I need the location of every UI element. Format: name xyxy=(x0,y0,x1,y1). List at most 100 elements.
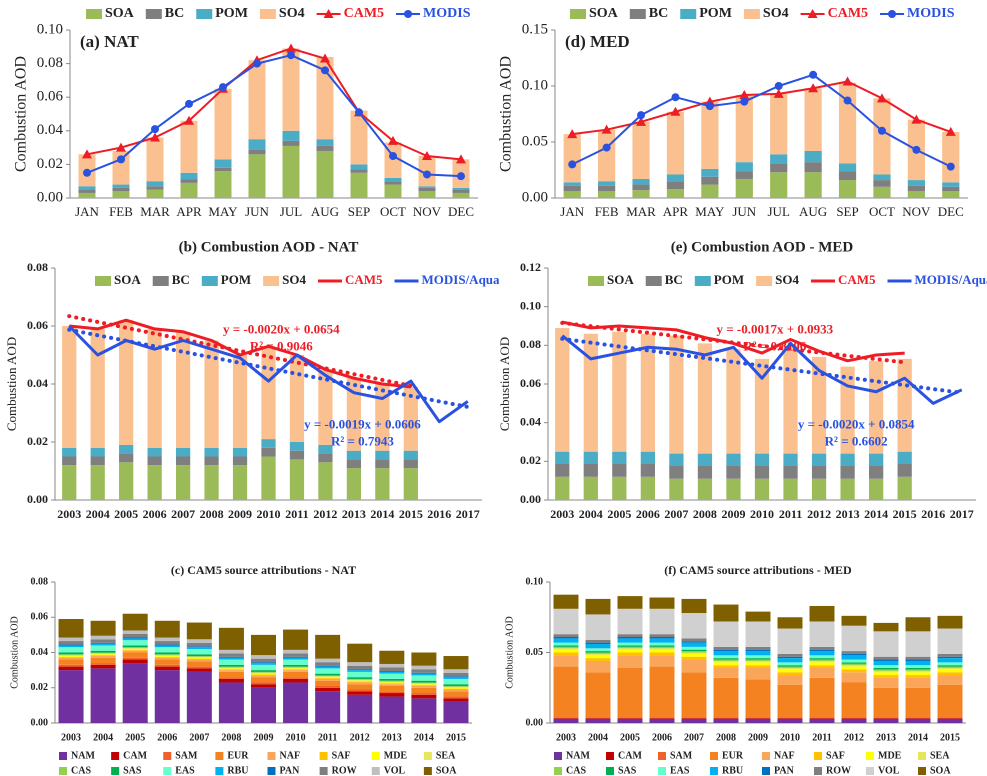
bar-segment xyxy=(350,164,368,170)
bar-segment xyxy=(873,98,891,175)
bar-segment xyxy=(937,615,963,629)
bar-segment xyxy=(146,181,164,187)
bar-segment xyxy=(154,670,180,723)
bar-segment xyxy=(873,675,899,678)
x-tick-label: 2016 xyxy=(921,507,945,521)
bar-segment xyxy=(347,677,373,679)
bar-segment xyxy=(681,598,707,614)
bar-segment xyxy=(681,641,707,643)
bar-segment xyxy=(289,450,305,460)
bar-segment xyxy=(585,614,611,640)
bar-segment xyxy=(649,638,675,643)
legend-label: BC xyxy=(649,6,668,21)
marker xyxy=(911,114,922,124)
bar-segment xyxy=(937,668,963,670)
legend-swatch xyxy=(866,752,874,760)
bar-segment xyxy=(649,718,675,723)
bar-segment xyxy=(315,675,341,677)
y-tick-label: 0.00 xyxy=(27,492,48,506)
bar-segment xyxy=(681,649,707,652)
bar-segment xyxy=(617,668,643,718)
marker xyxy=(568,160,577,169)
bar-segment xyxy=(937,665,963,667)
legend-marker xyxy=(323,9,334,18)
bar-segment xyxy=(315,680,341,686)
legend-swatch xyxy=(215,767,224,775)
bar-segment xyxy=(783,453,798,466)
bar-segment xyxy=(841,717,867,719)
trend-r2: R² = 0.6602 xyxy=(825,434,888,449)
legend-label: SAF xyxy=(826,750,845,761)
bar-segment xyxy=(112,191,130,198)
bar-segment xyxy=(905,660,931,666)
bar-segment xyxy=(379,685,405,692)
bar-segment xyxy=(804,172,822,198)
bar-segment xyxy=(841,625,867,652)
legend-label: SO4 xyxy=(763,6,789,21)
bar-segment xyxy=(681,718,707,723)
bar-segment xyxy=(649,645,675,647)
bar-segment xyxy=(873,670,899,673)
marker xyxy=(567,129,578,139)
x-tick-label: 2010 xyxy=(750,507,774,521)
legend-swatch xyxy=(554,767,562,775)
legend-label: SEA xyxy=(436,750,456,761)
bar-segment xyxy=(443,672,469,677)
x-tick-label: MAR xyxy=(140,204,170,219)
bar-segment xyxy=(937,718,963,719)
y-axis-label: Combustion AOD xyxy=(13,56,30,172)
bar-segment xyxy=(384,184,402,198)
bar-segment xyxy=(379,667,405,672)
bar-segment xyxy=(745,665,771,669)
x-tick-label: JUN xyxy=(245,204,269,219)
bar-segment xyxy=(315,673,341,676)
bar-segment xyxy=(697,453,713,466)
legend-label: SOA xyxy=(105,6,135,21)
x-tick-label: AUG xyxy=(799,204,827,219)
marker xyxy=(389,152,397,160)
line-series xyxy=(561,334,963,405)
x-tick-label: 2015 xyxy=(399,507,423,521)
legend-label: PAN xyxy=(280,765,301,776)
bar-segment xyxy=(112,187,130,192)
bar-segment xyxy=(347,665,373,670)
legend-label: NAM xyxy=(566,750,590,761)
bar-segment xyxy=(250,655,277,659)
x-tick-label: JAN xyxy=(560,204,584,219)
trend-equation: y = -0.0020x + 0.0654 xyxy=(223,322,340,337)
x-tick-label: 2007 xyxy=(171,507,195,521)
bar-segment xyxy=(316,56,334,140)
bar-segment xyxy=(154,657,180,660)
legend-swatch xyxy=(710,752,718,760)
bar-segment xyxy=(379,693,405,697)
y-axis-label: Combustion AOD xyxy=(4,337,19,431)
bar-segment xyxy=(175,447,191,457)
bar-segment xyxy=(283,653,309,657)
bar-segment xyxy=(250,675,277,678)
bar-segment xyxy=(553,648,579,650)
x-tick-label: 2005 xyxy=(114,507,138,521)
bar-segment xyxy=(838,180,857,198)
bar-segment xyxy=(315,676,341,678)
bar-segment xyxy=(78,189,96,193)
chart-title: (b) Combustion AOD - NAT xyxy=(179,239,359,255)
bar-segment xyxy=(905,665,931,669)
bar-segment xyxy=(583,476,598,500)
legend-label: MODIS/Aqua xyxy=(915,272,987,287)
legend-label: POM xyxy=(714,272,744,287)
legend-label: POM xyxy=(221,272,251,287)
bar-segment xyxy=(701,101,719,169)
x-tick-label: 2014 xyxy=(370,507,394,521)
y-tick-label: 0.05 xyxy=(526,647,544,658)
bar-segment xyxy=(289,442,305,451)
x-tick-label: JUL xyxy=(768,204,790,219)
marker xyxy=(286,43,296,53)
y-tick-label: 0.00 xyxy=(37,189,63,205)
bar-segment xyxy=(553,718,579,719)
bar-segment xyxy=(250,658,277,663)
x-tick-label: 2006 xyxy=(652,732,672,743)
bar-segment xyxy=(122,648,148,649)
y-axis-label: Combustion AOD xyxy=(498,56,515,172)
x-tick-label: 2006 xyxy=(636,507,660,521)
bar-segment xyxy=(411,682,437,684)
